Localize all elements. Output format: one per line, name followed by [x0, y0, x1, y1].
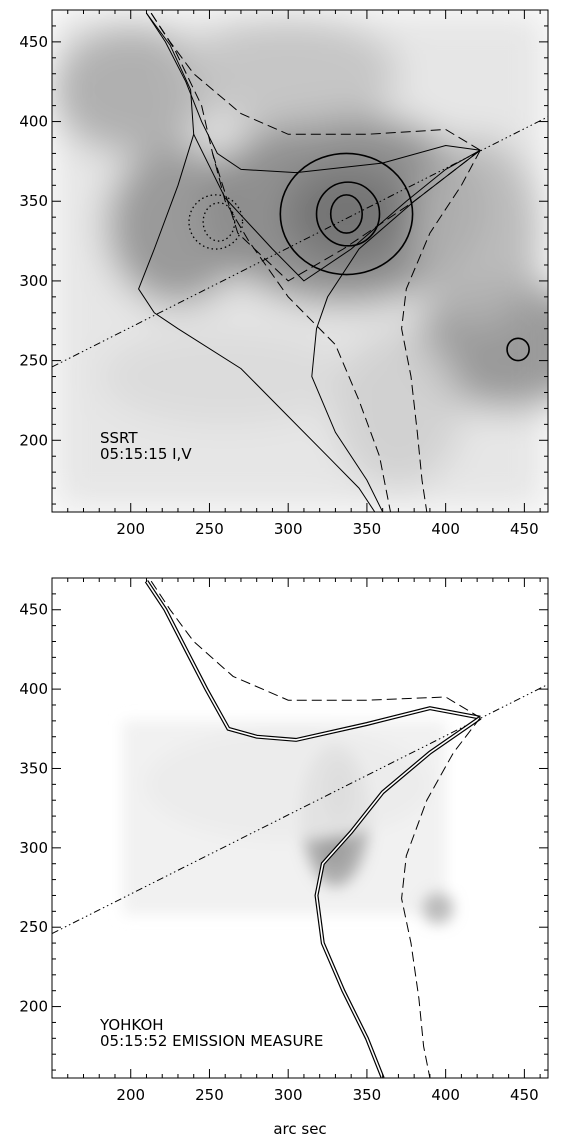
dashed-field-line — [401, 149, 481, 512]
panel-annotation: 05:15:15 I,V — [100, 445, 192, 463]
intensity-blob — [52, 25, 210, 154]
x-tick-label: 200 — [116, 1086, 145, 1104]
y-tick-label: 450 — [19, 601, 48, 619]
dash-dot-line — [52, 683, 548, 935]
intensity-contour — [315, 181, 381, 247]
x-tick-label: 250 — [195, 520, 224, 538]
x-tick-label: 400 — [431, 1086, 460, 1104]
intensity-map — [52, 10, 548, 512]
panel-annotation: SSRT — [100, 429, 138, 447]
y-tick-label: 300 — [19, 839, 48, 857]
solid-field-line — [146, 12, 481, 174]
panel-annotation: 05:15:52 EMISSION MEASURE — [100, 1032, 323, 1050]
y-tick-label: 250 — [19, 352, 48, 370]
y-tick-label: 350 — [19, 759, 48, 777]
intensity-contour — [279, 152, 414, 276]
x-tick-label: 400 — [431, 520, 460, 538]
x-tick-label: 250 — [195, 1086, 224, 1104]
plot-area — [52, 10, 548, 512]
y-tick-label: 350 — [19, 192, 48, 210]
solid-field-line — [138, 12, 376, 512]
x-tick-label: 300 — [274, 520, 303, 538]
y-tick-label: 200 — [19, 431, 48, 449]
axes: 200 250 300 350 400 450 200 250 300 350 400 450 — [19, 577, 548, 1104]
intensity-blob — [414, 137, 541, 329]
x-tick-label: 450 — [510, 1086, 539, 1104]
polarization-contour — [188, 194, 244, 250]
dashed-field-line — [150, 12, 391, 512]
x-tick-label: 200 — [116, 520, 145, 538]
x-tick-label: 450 — [510, 520, 539, 538]
plot-area — [52, 578, 548, 1078]
dashed-field-line — [212, 149, 481, 282]
panel-annotation: YOHKOH — [99, 1016, 164, 1034]
dashed-field-line — [150, 12, 481, 151]
intensity-blob — [335, 328, 462, 489]
solid-field-line — [311, 149, 481, 512]
intensity-blob — [99, 328, 352, 425]
intensity-map — [122, 720, 454, 925]
solid-field-line — [193, 134, 481, 282]
x-axis-title: arc sec — [273, 1120, 326, 1138]
y-tick-label: 450 — [19, 33, 48, 51]
polarization-contour — [202, 202, 236, 242]
x-tick-label: 300 — [274, 1086, 303, 1104]
plot-frame — [51, 9, 549, 513]
intensity-contour — [506, 337, 530, 362]
yohkoh-panel: 200 250 300 350 400 450 200 250 300 350 400 450 YOHK… — [19, 577, 549, 1138]
y-tick-label: 200 — [19, 998, 48, 1016]
y-tick-label: 250 — [19, 918, 48, 936]
dashed-field-line — [401, 717, 481, 1078]
axes: 200 250 300 350 400 450 200 250 300 350 400 450 — [19, 9, 548, 538]
y-tick-label: 300 — [19, 272, 48, 290]
x-tick-label: 350 — [353, 1086, 382, 1104]
intensity-blob — [107, 145, 249, 305]
y-tick-label: 400 — [19, 113, 48, 131]
intensity-blob — [422, 892, 454, 925]
intensity-blob — [201, 113, 486, 305]
intensity-blob — [146, 728, 430, 840]
ssrt-panel: 200 250 300 350 400 450 200 250 300 350 400 450 SSRT… — [19, 9, 549, 538]
intensity-blob — [177, 17, 399, 130]
dashed-field-line — [150, 580, 481, 719]
plot-frame — [51, 577, 549, 1079]
dash-dot-line — [52, 116, 548, 368]
double-line-inner — [315, 717, 481, 1078]
intensity-contour — [329, 194, 363, 234]
x-tick-label: 350 — [353, 520, 382, 538]
y-tick-label: 400 — [19, 680, 48, 698]
double-line-inner — [145, 580, 481, 741]
